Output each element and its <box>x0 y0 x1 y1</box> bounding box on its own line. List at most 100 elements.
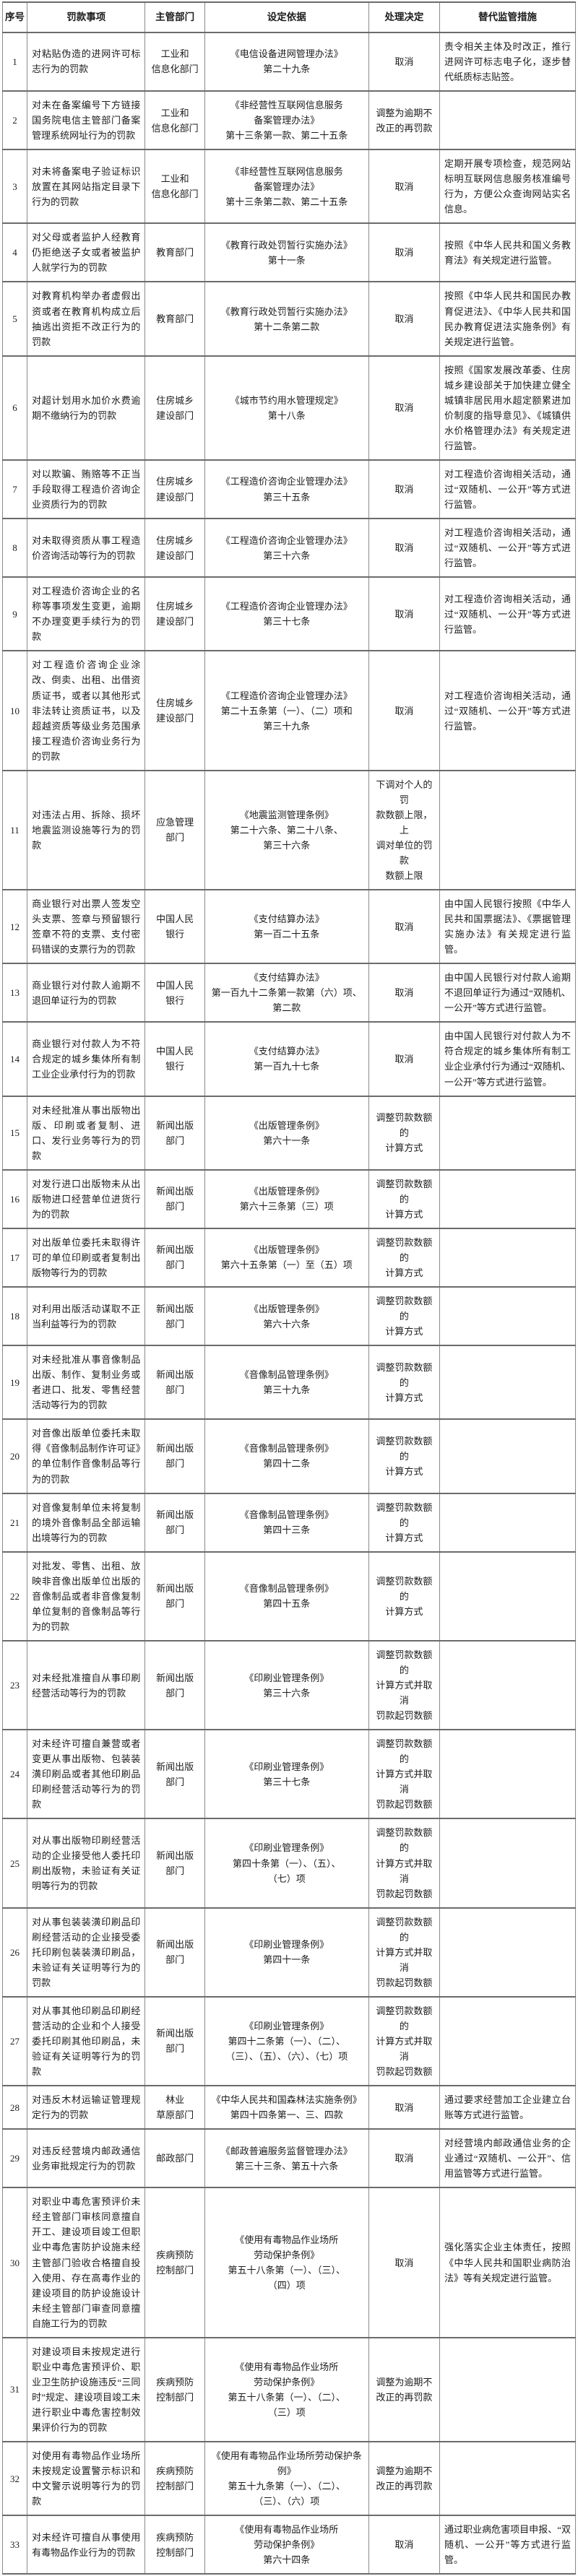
table-row: 25 对从事出版物印刷经营活动的企业接受他人委托印刷出版物，未验证有关证明等行为… <box>1 1818 576 1909</box>
serial-number-cell: 6 <box>1 355 28 461</box>
decision-cell: 取消 <box>368 281 441 357</box>
table-row: 24 对未经许可擅自兼营或者变更从事出版物、包装装潢印刷品或者其他印刷品印刷经营… <box>1 1729 576 1820</box>
table-row: 26 对从事包装装潢印刷品印刷经营活动的企业接受委托印刷包装装潢印刷品，未验证有… <box>1 1907 576 1998</box>
department-cell: 新闻出版 部门 <box>144 1227 205 1288</box>
penalty-item-cell: 对违反木材运输证管理规定行为的罚款 <box>27 2085 146 2130</box>
penalty-item-cell: 对以欺骗、贿赂等不正当手段取得工程造价咨询企业资质行为的罚款 <box>27 459 146 520</box>
decision-cell: 调整为逾期不 改正的再罚款 <box>368 2336 441 2443</box>
legal-basis-cell: 《地震监测管理条例》 第二十六条、第二十八条、 第三十六条 <box>204 769 369 891</box>
penalty-item-cell: 对从事其他印刷品印刷经营活动的企业和个人接受委托印刷其他印刷品，未验证有关证明等… <box>27 1995 146 2087</box>
penalty-item-cell: 商业银行对付款人为不符合规定的城乡集体所有制工业企业承付行为的罚款 <box>27 1021 146 1097</box>
decision-cell: 调整罚款数额的 计算方式并取消 罚款起罚数额 <box>368 1995 441 2087</box>
serial-number-cell: 33 <box>1 2515 28 2575</box>
decision-cell: 取消 <box>368 2085 441 2130</box>
department-cell: 新闻出版 部门 <box>144 1551 205 1642</box>
department-cell: 住房城乡 建设部门 <box>144 518 205 578</box>
serial-number-cell: 32 <box>1 2441 28 2517</box>
department-cell: 应急管理 部门 <box>144 769 205 891</box>
department-cell: 工业和 信息化部门 <box>144 90 205 151</box>
legal-basis-cell: 《音像制品管理条例》 第三十九条 <box>204 1345 369 1421</box>
alternative-measure-cell: 按照《中华人民共和国义务教育法》有关规定进行监管。 <box>439 222 576 283</box>
legal-basis-cell: 《非经营性互联网信息服务 备案管理办法》 第十三条第二款、第二十五条 <box>204 149 369 225</box>
legal-basis-cell: 《城市节约用水管理规定》 第十八条 <box>204 355 369 461</box>
decision-cell: 取消 <box>368 2128 441 2189</box>
legal-basis-cell: 《印刷业管理条例》 第四十二条第（一）、（二）、 （三）、（五）、（六）、（七）… <box>204 1995 369 2087</box>
header-row: 序号 罚款事项 主管部门 设定依据 处理决定 替代监管措施 <box>1 1 576 33</box>
alternative-measure-cell <box>439 1818 576 1909</box>
table-row: 21 对音像复制单位未将复制的境外音像制品全部运输出境等行为的罚款 新闻出版 部… <box>1 1492 576 1553</box>
table-row: 22 对批发、零售、出租、放映非音像出版单位出版的音像制品或者非音像复制单位复制… <box>1 1551 576 1642</box>
department-cell: 新闻出版 部门 <box>144 1729 205 1820</box>
table-row: 31 对建设项目未按规定进行职业中毒危害预评价、职业卫生防护设施违反“三同时”规… <box>1 2336 576 2443</box>
serial-number-cell: 4 <box>1 222 28 283</box>
legal-basis-cell: 《支付结算办法》 第一百九十二条第一款第（六）项、 第二款 <box>204 963 369 1023</box>
legal-basis-cell: 《音像制品管理条例》 第四十二条 <box>204 1418 369 1494</box>
serial-number-cell: 14 <box>1 1021 28 1097</box>
penalty-item-cell: 对出版单位委托未取得许可的单位印刷或者复制出版物等行为的罚款 <box>27 1227 146 1288</box>
serial-number-cell: 16 <box>1 1168 28 1229</box>
table-row: 27 对从事其他印刷品印刷经营活动的企业和个人接受委托印刷其他印刷品，未验证有关… <box>1 1995 576 2087</box>
department-cell: 疾病预防 控制部门 <box>144 2336 205 2443</box>
penalty-item-cell: 对超计划用水加价水费逾期不缴纳行为的罚款 <box>27 355 146 461</box>
table-row: 12 商业银行对出票人签发空头支票、签章与预留银行签章不符的支票、支付密码错误的… <box>1 889 576 965</box>
serial-number-cell: 5 <box>1 281 28 357</box>
department-cell: 教育部门 <box>144 222 205 283</box>
penalty-item-cell: 对建设项目未按规定进行职业中毒危害预评价、职业卫生防护设施违反“三同时”规定、建… <box>27 2336 146 2443</box>
serial-number-cell: 21 <box>1 1492 28 1553</box>
alternative-measure-cell: 强化落实企业主体责任，按照《中华人民共和国职业病防治法》等有关规定进行监管。 <box>439 2187 576 2338</box>
alternative-measure-cell: 对工程造价咨询相关活动，通过“双随机、一公开”等方式进行监管。 <box>439 576 576 652</box>
table-row: 29 对违反经营境内邮政通信业务审批规定行为的罚款 邮政部门 《邮政普遍服务监督… <box>1 2128 576 2189</box>
table-row: 1 对粘贴伪造的进网许可标志行为的罚款 工业和 信息化部门 《电信设备进网管理办… <box>1 31 576 92</box>
department-cell: 新闻出版 部门 <box>144 1345 205 1421</box>
department-cell: 疾病预防 控制部门 <box>144 2441 205 2517</box>
table-row: 19 对未经批准从事音像制品出版、制作、复制业务或者进口、批发、零售经营活动等行… <box>1 1345 576 1421</box>
department-cell: 工业和 信息化部门 <box>144 31 205 92</box>
penalty-item-cell: 商业银行对付款人逾期不退回单证行为的罚款 <box>27 963 146 1023</box>
header-legal-basis: 设定依据 <box>204 1 369 33</box>
legal-basis-cell: 《非经营性互联网信息服务 备案管理办法》 第十三条第一款、第二十五条 <box>204 90 369 151</box>
legal-basis-cell: 《工程造价咨询企业管理办法》 第三十六条 <box>204 518 369 578</box>
table-row: 3 对未将备案电子验证标识放置在其网站指定目录下行为的罚款 工业和 信息化部门 … <box>1 149 576 225</box>
decision-cell: 取消 <box>368 1021 441 1097</box>
penalty-item-cell: 对未经批准擅自从事印刷经营活动等行为的罚款 <box>27 1639 146 1731</box>
table-row: 13 商业银行对付款人逾期不退回单证行为的罚款 中国人民 银行 《支付结算办法》… <box>1 963 576 1023</box>
serial-number-cell: 3 <box>1 149 28 225</box>
header-department: 主管部门 <box>144 1 205 33</box>
alternative-measure-cell <box>439 1492 576 1553</box>
penalty-item-cell: 对音像出版单位委托未取得《音像制品制作许可证》的单位制作音像制品等行为的罚款 <box>27 1418 146 1494</box>
penalty-item-cell: 对利用出版活动谋取不正当利益等行为的罚款 <box>27 1286 146 1347</box>
alternative-measure-cell <box>439 1095 576 1171</box>
alternative-measure-cell: 对工程造价咨询相关活动，通过“双随机、一公开”等方式进行监管。 <box>439 518 576 578</box>
penalty-item-cell: 对工程造价咨询企业涂改、倒卖、出租、出借资质证书，或者以其他形式非法转让资质证书… <box>27 650 146 771</box>
serial-number-cell: 31 <box>1 2336 28 2443</box>
table-row: 8 对未取得资质从事工程造价咨询活动等行为的罚款 住房城乡 建设部门 《工程造价… <box>1 518 576 578</box>
penalty-item-cell: 对未在备案编号下方链接国务院电信主管部门备案管理系统网址行为的罚款 <box>27 90 146 151</box>
header-serial-number: 序号 <box>1 1 28 33</box>
table-row: 17 对出版单位委托未取得许可的单位印刷或者复制出版物等行为的罚款 新闻出版 部… <box>1 1227 576 1288</box>
department-cell: 住房城乡 建设部门 <box>144 459 205 520</box>
department-cell: 新闻出版 部门 <box>144 1995 205 2087</box>
penalty-item-cell: 对从事出版物印刷经营活动的企业接受他人委托印刷出版物，未验证有关证明等行为的罚款 <box>27 1818 146 1909</box>
table-row: 2 对未在备案编号下方链接国务院电信主管部门备案管理系统网址行为的罚款 工业和 … <box>1 90 576 151</box>
table-row: 14 商业银行对付款人为不符合规定的城乡集体所有制工业企业承付行为的罚款 中国人… <box>1 1021 576 1097</box>
penalty-item-cell: 对未经许可擅自从事使用有毒物品作业行为的罚款 <box>27 2515 146 2575</box>
decision-cell: 调整罚款数额的 计算方式 <box>368 1168 441 1229</box>
table-row: 6 对超计划用水加价水费逾期不缴纳行为的罚款 住房城乡 建设部门 《城市节约用水… <box>1 355 576 461</box>
serial-number-cell: 18 <box>1 1286 28 1347</box>
department-cell: 新闻出版 部门 <box>144 1907 205 1998</box>
legal-basis-cell: 《印刷业管理条例》 第三十七条 <box>204 1729 369 1820</box>
decision-cell: 调整罚款数额的 计算方式 <box>368 1095 441 1171</box>
department-cell: 新闻出版 部门 <box>144 1492 205 1553</box>
alternative-measure-cell <box>439 1907 576 1998</box>
serial-number-cell: 19 <box>1 1345 28 1421</box>
serial-number-cell: 24 <box>1 1729 28 1820</box>
penalty-item-cell: 对发行进口出版物未从出版物进口经营单位进货行为的罚款 <box>27 1168 146 1229</box>
alternative-measure-cell <box>439 1286 576 1347</box>
penalty-item-cell: 对教育机构举办者虚假出资或者在教育机构成立后抽逃出资拒不改正行为的罚款 <box>27 281 146 357</box>
header-alternative-measure: 替代监管措施 <box>439 1 576 33</box>
table-row: 18 对利用出版活动谋取不正当利益等行为的罚款 新闻出版 部门 《出版管理条例》… <box>1 1286 576 1347</box>
legal-basis-cell: 《音像制品管理条例》 第四十五条 <box>204 1551 369 1642</box>
alternative-measure-cell: 由中国人民银行按照《中华人民共和国票据法》、《票据管理实施办法》有关规定进行监管… <box>439 889 576 965</box>
legal-basis-cell: 《音像制品管理条例》 第四十三条 <box>204 1492 369 1553</box>
decision-cell: 调整罚款数额的 计算方式 <box>368 1345 441 1421</box>
